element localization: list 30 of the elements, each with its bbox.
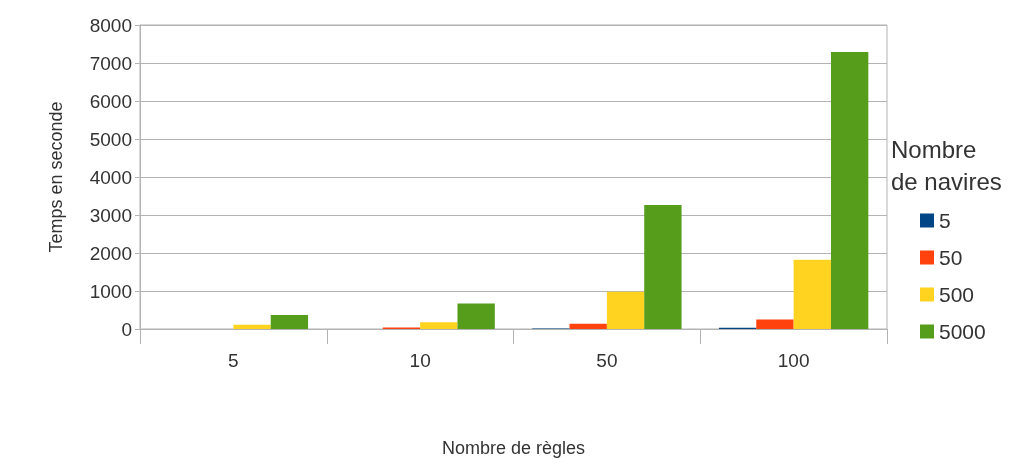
y-tick-label: 4000 xyxy=(89,166,132,188)
bar xyxy=(606,291,645,329)
y-tick-label: 8000 xyxy=(89,14,132,36)
y-tick-label: 6000 xyxy=(89,90,132,112)
x-tick-label: 100 xyxy=(777,350,810,371)
bar xyxy=(270,314,309,329)
x-tick-label: 50 xyxy=(596,350,618,371)
y-tick-label: 1000 xyxy=(89,280,132,302)
bar xyxy=(644,205,682,329)
bar xyxy=(569,323,607,329)
y-tick-label: 0 xyxy=(121,318,132,340)
legend-label: 5000 xyxy=(939,320,986,343)
bar xyxy=(457,303,495,329)
x-axis-title: Nombre de règles xyxy=(441,438,586,458)
bar xyxy=(830,51,869,329)
x-tick-label: 10 xyxy=(409,350,431,371)
x-tick-label: 5 xyxy=(228,350,239,371)
legend-title: Nombre de navires xyxy=(891,135,1002,195)
y-tick-label: 7000 xyxy=(89,52,132,74)
legend-label: 50 xyxy=(939,246,963,269)
y-tick-label: 2000 xyxy=(89,242,132,264)
bar xyxy=(420,322,458,329)
bar xyxy=(756,319,794,329)
bar xyxy=(233,324,271,329)
bar xyxy=(793,259,831,329)
y-axis-title: Temps en seconde xyxy=(46,101,66,253)
legend-label: 500 xyxy=(939,283,975,306)
y-tick-label: 3000 xyxy=(89,204,132,226)
y-tick-label: 5000 xyxy=(89,128,132,150)
legend-label: 5 xyxy=(939,209,951,232)
